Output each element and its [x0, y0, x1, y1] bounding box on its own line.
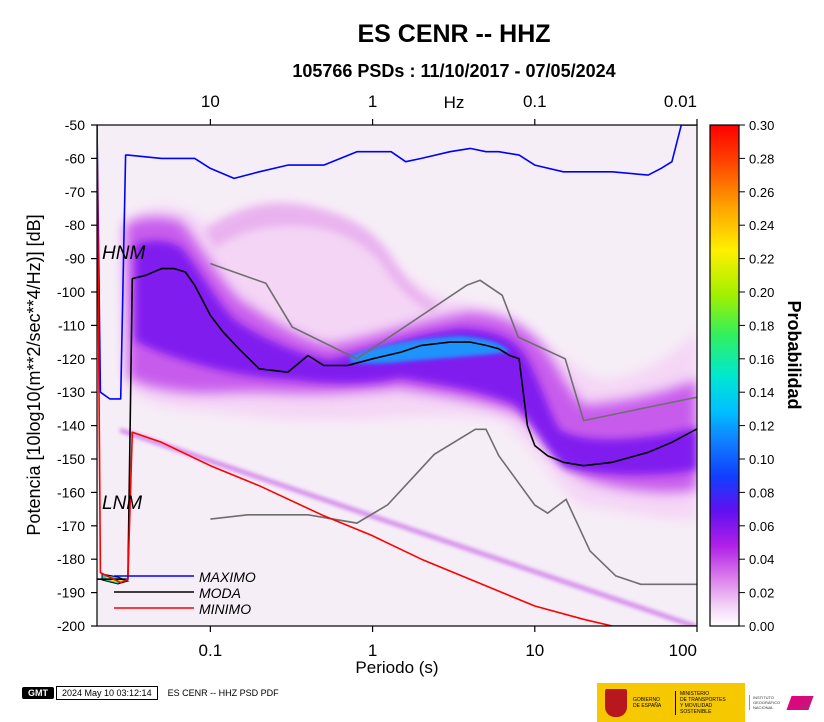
- top-axis-label: Hz: [444, 93, 465, 112]
- y-tick-label: -60: [65, 150, 85, 166]
- legend-label-maximo: MAXIMO: [199, 569, 256, 585]
- colorbar-tick-label: 0.12: [749, 419, 774, 434]
- colorbar-tick-label: 0.10: [749, 452, 774, 467]
- y-tick-label: -120: [57, 351, 85, 367]
- colorbar-tick-label: 0.08: [749, 485, 774, 500]
- plot-frame: [96, 124, 698, 627]
- colorbar-gradient: [709, 124, 740, 627]
- x-tick-label: 0.1: [199, 641, 223, 660]
- government-text: GOBIERNO DE ESPAÑA: [633, 697, 669, 709]
- ministry-line: MINISTERIO: [680, 690, 710, 697]
- colorbar-tick-label: 0.24: [749, 218, 774, 233]
- ign-line: GEOGRÁFICO: [753, 700, 781, 705]
- ign-line: NACIONAL: [753, 705, 774, 710]
- y-tick-label: -190: [57, 585, 85, 601]
- x-axis-bottom: 0.1 1 10 100: [199, 626, 698, 660]
- y-axis-label: Potencia [10log10(m**2/sec**4/Hz)] [dB]: [24, 214, 44, 535]
- colorbar-label: Probabilidad: [784, 300, 804, 409]
- ministry-text: MINISTERIO DE TRANSPORTES Y MOVILIDAD SO…: [675, 690, 740, 715]
- gov-line: GOBIERNO: [633, 696, 660, 703]
- colorbar-tick-label: 0.30: [749, 118, 774, 133]
- colorbar-tick-label: 0.00: [749, 619, 774, 634]
- colorbar-tick-label: 0.20: [749, 285, 774, 300]
- reference-lnm: [210, 428, 697, 586]
- chart-subtitle: 105766 PSDs : 11/10/2017 - 07/05/2024: [292, 61, 615, 81]
- y-tick-label: -140: [57, 418, 85, 434]
- x-axis-top: 10 1 0.1 0.01: [201, 92, 698, 125]
- colorbar-tick-label: 0.16: [749, 352, 774, 367]
- colorbar-tick-label: 0.06: [749, 519, 774, 534]
- colorbar-tick-label: 0.02: [749, 586, 774, 601]
- series-minimo: [97, 125, 697, 626]
- footer: GMT 2024 May 10 03:12:14 ES CENR -- HHZ …: [22, 686, 279, 700]
- y-tick-label: -200: [57, 618, 85, 634]
- top-tick-label: 1: [368, 92, 377, 111]
- ign-line: INSTITUTO: [753, 695, 775, 700]
- y-tick-label: -110: [58, 317, 85, 333]
- series-moda: [97, 267, 697, 581]
- y-tick-label: -160: [57, 484, 85, 500]
- y-tick-label: -90: [65, 251, 85, 267]
- colorbar-tick-label: 0.26: [749, 185, 774, 200]
- ign-logo: INSTITUTO GEOGRÁFICO NACIONAL: [745, 683, 824, 722]
- density-diagonal-streak: [119, 428, 697, 626]
- top-tick-label: 0.01: [664, 92, 697, 111]
- government-logo: GOBIERNO DE ESPAÑA MINISTERIO DE TRANSPO…: [597, 683, 745, 722]
- x-tick-label: 100: [669, 641, 697, 660]
- x-tick-label: 1: [368, 641, 377, 660]
- ministry-line: DE TRANSPORTES: [680, 696, 726, 703]
- y-tick-label: -150: [57, 451, 85, 467]
- reference-models: [210, 262, 697, 586]
- chart-title: ES CENR -- HHZ: [357, 20, 550, 48]
- legend-label-moda: MODA: [199, 585, 241, 601]
- statistic-lines: [97, 125, 697, 626]
- ign-mark-icon: [786, 695, 814, 710]
- colorbar-ticks: 0.30 0.28 0.26 0.24 0.22 0.20 0.18 0.16 0.14 0.12…: [739, 118, 774, 634]
- reference-hnm: [210, 262, 697, 422]
- y-axis: -200 -190 -180 -170 -160 -150 -140 -130 -120 -110…: [57, 117, 97, 634]
- top-tick-label: 0.1: [523, 92, 547, 111]
- top-tick-label: 10: [201, 92, 220, 111]
- institution-logos: GOBIERNO DE ESPAÑA MINISTERIO DE TRANSPO…: [597, 683, 824, 722]
- density-upper-arc: [205, 203, 440, 312]
- y-tick-label: -130: [57, 384, 85, 400]
- colorbar-tick-label: 0.22: [749, 252, 774, 267]
- ign-text: INSTITUTO GEOGRÁFICO NACIONAL: [749, 695, 783, 710]
- footer-caption: ES CENR -- HHZ PSD PDF: [167, 688, 279, 698]
- y-tick-label: -50: [65, 117, 85, 133]
- timestamp: 2024 May 10 03:12:14: [56, 686, 158, 700]
- colorbar-tick-label: 0.28: [749, 151, 774, 166]
- y-tick-label: -80: [65, 217, 85, 233]
- y-tick-label: -100: [57, 284, 85, 300]
- legend-label-minimo: MINIMO: [199, 601, 251, 617]
- y-tick-label: -170: [57, 518, 85, 534]
- series-maximo: [97, 125, 697, 400]
- ministry-line: Y MOVILIDAD SOSTENIBLE: [680, 702, 713, 715]
- x-tick-label: 10: [525, 641, 544, 660]
- colorbar-tick-label: 0.14: [749, 385, 774, 400]
- coat-of-arms-icon: [605, 688, 627, 717]
- y-tick-label: -70: [65, 184, 85, 200]
- x-axis-label: Periodo (s): [355, 658, 438, 677]
- lnm-label: LNM: [102, 493, 142, 514]
- y-tick-label: -180: [57, 551, 85, 567]
- gmt-badge: GMT: [22, 687, 54, 699]
- legend: MAXIMO MODA MINIMO: [114, 569, 256, 617]
- colorbar-tick-label: 0.04: [749, 552, 774, 567]
- colorbar-tick-label: 0.18: [749, 318, 774, 333]
- colorbar: 0.30 0.28 0.26 0.24 0.22 0.20 0.18 0.16 0.14 0.12…: [709, 118, 804, 634]
- gov-line: DE ESPAÑA: [633, 702, 662, 709]
- hnm-label: HNM: [102, 243, 145, 264]
